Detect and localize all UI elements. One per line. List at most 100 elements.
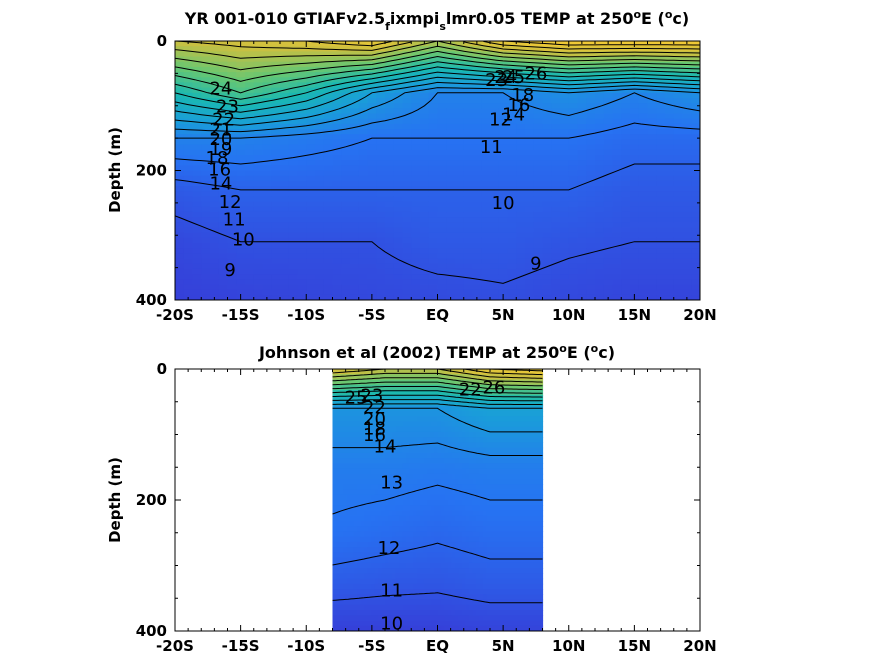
field-cell [612,66,622,73]
field-cell [542,160,552,166]
field-cell [542,149,552,156]
field-cell [357,458,362,464]
field-cell [595,217,605,223]
field-cell [343,573,348,580]
field-cell [603,61,614,68]
field-cell [358,274,369,280]
field-cell [542,274,552,280]
field-cell [630,232,640,239]
field-cell [360,521,365,527]
field-cell [343,390,348,396]
field-cell [682,222,692,229]
field-cell [183,227,194,234]
field-cell [533,46,544,52]
field-cell [306,222,316,229]
field-cell [385,227,395,234]
field-cell [236,274,246,280]
field-cell [446,206,456,213]
field-cell [472,211,482,218]
field-cell [420,416,425,422]
field-cell [434,410,439,417]
field-cell [315,268,325,275]
field-cell [218,196,229,203]
field-cell [416,489,421,496]
field-cell [183,248,194,254]
field-cell [323,232,334,239]
field-cell [682,108,692,115]
field-cell [428,160,439,166]
field-cell [323,289,334,296]
field-cell [364,505,369,511]
field-cell [385,458,390,464]
field-cell [315,92,325,99]
field-cell [416,421,421,428]
field-cell [245,82,255,89]
field-cell [630,113,640,120]
field-cell [367,573,372,580]
field-cell [323,294,334,300]
field-cell [420,426,425,433]
field-cell [336,379,341,386]
field-cell [411,289,421,296]
field-cell [560,217,570,223]
field-cell [395,531,400,538]
field-cell [533,134,544,140]
field-cell [353,390,358,396]
field-cell [364,500,369,506]
field-cell [262,274,272,280]
field-cell [472,279,482,286]
field-cell [413,610,418,616]
field-cell [253,248,264,254]
field-cell [406,620,411,627]
field-cell [630,129,640,135]
field-cell [434,426,439,433]
field-cell [402,573,407,580]
field-cell [595,87,605,94]
field-cell [353,442,358,449]
field-cell [367,604,372,611]
field-cell [227,284,237,291]
field-cell [201,51,211,58]
field-cell [393,232,404,239]
field-cell [378,494,383,501]
field-cell [218,232,229,239]
field-cell [392,589,397,595]
field-cell [271,253,281,260]
field-cell [656,268,666,275]
field-cell [444,500,449,506]
field-cell [339,547,344,553]
field-cell [388,599,393,606]
field-cell [183,165,194,172]
field-cell [458,379,463,386]
field-cell [378,374,383,380]
field-cell [411,237,421,244]
field-cell [423,384,428,391]
contour-label: 20 [209,129,232,150]
field-cell [560,118,570,125]
field-cell [360,578,365,585]
field-cell [378,615,383,622]
field-cell [339,604,344,611]
field-cell [638,61,649,68]
field-cell [448,421,453,428]
field-cell [411,253,421,260]
field-cell [630,160,640,166]
field-cell [378,384,383,391]
field-cell [416,615,421,622]
field-cell [402,521,407,527]
field-cell [463,191,474,197]
field-cell [341,108,351,115]
field-cell [388,369,393,375]
field-cell [376,134,386,140]
field-cell [332,615,337,622]
field-cell [463,41,474,47]
field-cell [498,248,509,254]
field-cell [516,165,526,172]
field-cell [409,594,414,601]
field-cell [350,253,360,260]
field-cell [458,489,463,496]
field-cell [427,369,432,375]
field-cell [595,232,605,239]
field-cell [385,568,390,574]
field-cell [490,113,500,120]
